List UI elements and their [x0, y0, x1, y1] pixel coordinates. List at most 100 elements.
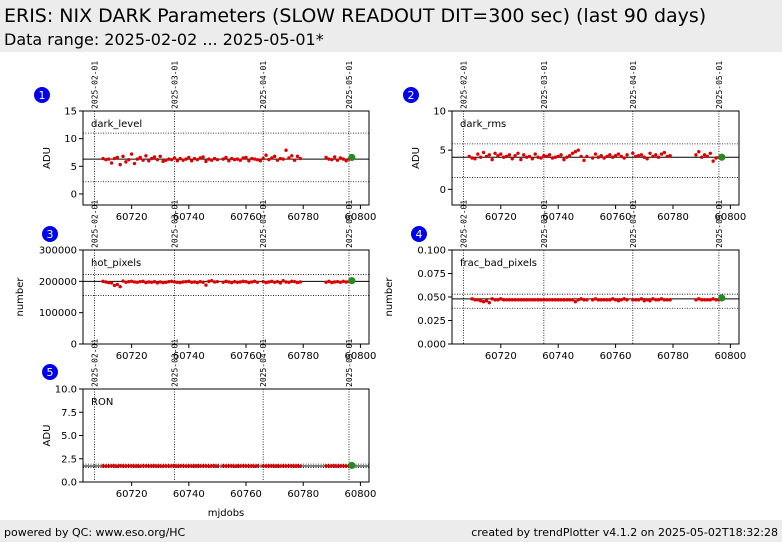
data-point: [149, 280, 154, 284]
x-tick-label: 60780: [287, 351, 319, 362]
x-tick-label: 60800: [714, 351, 746, 362]
data-point: [527, 298, 532, 302]
data-point: [590, 298, 595, 302]
data-point: [648, 151, 652, 155]
data-point: [533, 298, 537, 302]
data-point: [127, 279, 131, 284]
y-tick-label: 200000: [39, 277, 77, 288]
data-point: [124, 160, 128, 164]
data-point: [590, 156, 595, 160]
data-point: [172, 464, 177, 468]
plot-area: [83, 111, 369, 205]
data-point: [576, 298, 580, 302]
data-point: [215, 279, 220, 284]
date-marker-label: 2025-02-01: [459, 200, 468, 248]
data-point: [559, 153, 563, 157]
data-point: [255, 157, 260, 162]
data-point: [585, 298, 589, 302]
data-point: [144, 280, 148, 285]
data-point: [559, 298, 563, 302]
x-tick-label: 60740: [173, 212, 205, 223]
data-point: [270, 279, 274, 284]
data-point: [513, 153, 517, 158]
data-point: [147, 280, 151, 284]
data-point: [292, 158, 297, 162]
data-point: [169, 157, 174, 162]
chart-panel-dark_level: 2025-02-01 2025-03-01 2025-04-01 2025-05-01…: [34, 61, 376, 223]
data-point: [192, 280, 197, 284]
data-point: [235, 464, 240, 468]
y-tick-label: 5: [440, 146, 446, 157]
data-point: [616, 299, 621, 303]
data-point: [232, 464, 237, 468]
date-marker-label: 2025-05-01: [715, 200, 724, 248]
panel-number: 3: [47, 228, 54, 241]
data-point: [324, 155, 328, 160]
footer-created-by: created by trendPlotter v4.1.2 on 2025-0…: [471, 526, 778, 539]
data-point: [184, 157, 188, 161]
data-point: [207, 464, 211, 468]
date-marker-label: 2025-04-01: [629, 200, 638, 248]
data-point: [241, 156, 245, 160]
data-point: [181, 158, 185, 162]
data-point: [252, 157, 257, 161]
data-point: [281, 464, 285, 468]
plot-frame: [451, 110, 740, 206]
plot-area: [452, 111, 739, 205]
data-point: [152, 464, 157, 468]
data-point: [107, 464, 111, 468]
panel-number-badge: [34, 87, 50, 103]
data-point: [221, 464, 225, 468]
y-axis-label: ADU: [42, 147, 53, 169]
data-point: [172, 156, 177, 160]
data-point: [481, 150, 486, 155]
data-point: [654, 153, 658, 157]
data-point: [665, 154, 669, 159]
data-point: [244, 464, 248, 468]
data-point: [232, 279, 237, 284]
data-point: [178, 156, 182, 161]
data-point: [221, 157, 225, 161]
data-point: [493, 298, 497, 302]
data-point: [175, 159, 180, 163]
y-tick-label: 5: [71, 162, 77, 173]
chart-panel-dark_rms: 2025-02-01 2025-03-01 2025-04-01 2025-05-01…: [403, 61, 746, 223]
data-point: [244, 155, 248, 160]
data-point: [499, 152, 503, 156]
data-point: [212, 280, 217, 284]
data-point: [290, 154, 294, 158]
data-point: [169, 464, 174, 468]
date-marker-label: 2025-02-01: [90, 61, 99, 109]
panel-number-badge: [42, 364, 58, 380]
data-point: [470, 297, 474, 301]
footer-bar: powered by QC: www.eso.org/HC created by…: [0, 520, 782, 542]
data-point: [332, 464, 337, 468]
data-point: [344, 464, 348, 468]
date-marker-label: 2025-05-01: [345, 339, 354, 387]
data-point: [499, 297, 503, 301]
data-point: [147, 159, 151, 163]
data-point: [665, 298, 669, 302]
y-axis-label: ADU: [411, 147, 422, 169]
data-point: [115, 282, 120, 287]
data-point: [573, 150, 578, 154]
data-point: [161, 159, 165, 164]
data-point: [585, 154, 589, 159]
data-point: [275, 279, 280, 284]
date-marker-label: 2025-04-01: [259, 200, 268, 248]
x-tick-label: 60780: [657, 351, 689, 362]
data-point: [270, 464, 274, 468]
data-point: [631, 151, 635, 155]
y-tick-label: 7.5: [61, 408, 77, 419]
latest-point: [348, 153, 356, 162]
data-point: [109, 464, 114, 468]
data-point: [344, 280, 348, 284]
data-point: [496, 298, 500, 302]
data-point: [484, 154, 489, 159]
data-point: [158, 464, 162, 468]
data-point: [290, 279, 294, 284]
data-point: [562, 157, 566, 162]
data-point: [164, 158, 168, 162]
data-point: [250, 280, 254, 284]
data-point: [536, 298, 540, 302]
